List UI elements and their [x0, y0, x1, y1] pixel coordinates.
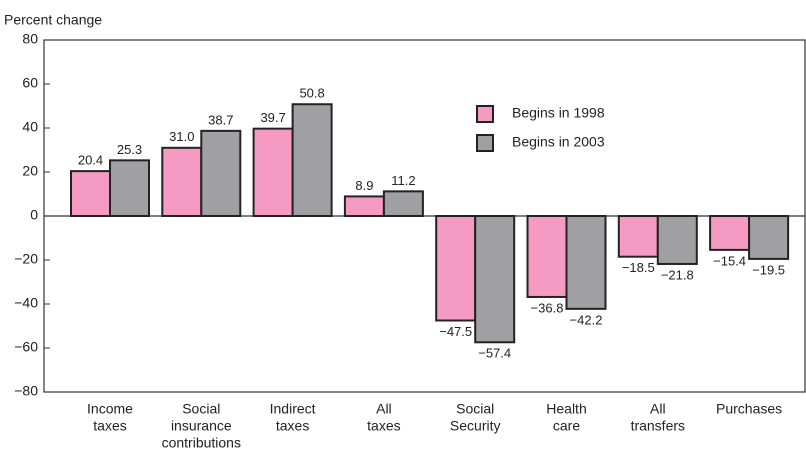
- x-tick-label: All: [650, 401, 666, 417]
- value-label: 31.0: [169, 129, 194, 144]
- value-label: 50.8: [299, 86, 324, 101]
- x-tick-label: taxes: [93, 418, 126, 434]
- value-label: −47.5: [439, 324, 472, 339]
- legend-swatch: [476, 105, 494, 123]
- value-label: −42.2: [570, 312, 603, 327]
- x-tick-label: care: [553, 418, 580, 434]
- value-label: −15.4: [713, 253, 746, 268]
- y-tick-label: −40: [14, 295, 38, 311]
- bar: [617, 215, 659, 258]
- bar: [252, 127, 294, 217]
- x-tick-label: All: [376, 401, 392, 417]
- bar: [161, 146, 203, 217]
- bar: [709, 215, 751, 251]
- y-axis-label: Percent change: [4, 12, 102, 28]
- bar: [435, 215, 477, 322]
- legend-label: Begins in 2003: [512, 134, 605, 150]
- y-tick-label: 20: [22, 163, 38, 179]
- x-tick-label: Social: [456, 401, 494, 417]
- value-label: −18.5: [622, 260, 655, 275]
- value-label: −36.8: [531, 300, 564, 315]
- value-label: 20.4: [78, 153, 103, 168]
- y-tick-label: 0: [30, 207, 38, 223]
- value-label: 39.7: [260, 110, 285, 125]
- bar: [474, 215, 516, 344]
- value-label: 11.2: [391, 173, 415, 188]
- x-tick-label: Social: [182, 401, 220, 417]
- value-label: 38.7: [208, 112, 233, 127]
- x-tick-label: Purchases: [716, 401, 782, 417]
- x-tick-label: Health: [546, 401, 586, 417]
- bar: [70, 170, 111, 217]
- legend-swatch: [476, 134, 494, 152]
- bar: [565, 215, 607, 310]
- bar: [382, 190, 424, 217]
- x-tick-label: taxes: [367, 418, 400, 434]
- x-tick-label: Security: [450, 418, 501, 434]
- x-tick-label: taxes: [276, 418, 309, 434]
- x-tick-label: transfers: [631, 418, 685, 434]
- x-tick-label: contributions: [162, 435, 241, 451]
- value-label: −57.4: [478, 346, 511, 361]
- x-tick-label: Indirect: [270, 401, 316, 417]
- value-label: −19.5: [752, 262, 785, 277]
- value-label: 25.3: [117, 142, 142, 157]
- y-tick-label: −20: [14, 251, 38, 267]
- bar: [343, 195, 385, 217]
- value-label: −21.8: [661, 267, 694, 282]
- x-tick-label: insurance: [171, 418, 232, 434]
- bar: [526, 215, 568, 298]
- y-tick-label: −80: [14, 383, 38, 399]
- value-label: 8.9: [355, 178, 373, 193]
- x-tick-label: Income: [87, 401, 133, 417]
- legend-label: Begins in 1998: [512, 105, 605, 121]
- y-tick-label: 60: [22, 75, 38, 91]
- bar: [291, 103, 333, 217]
- bar: [748, 215, 790, 260]
- bar: [109, 159, 150, 217]
- y-tick-label: 80: [22, 31, 38, 47]
- y-tick-label: 40: [22, 119, 38, 135]
- y-tick-label: −60: [14, 339, 38, 355]
- bar: [656, 215, 698, 265]
- bar: [200, 129, 242, 217]
